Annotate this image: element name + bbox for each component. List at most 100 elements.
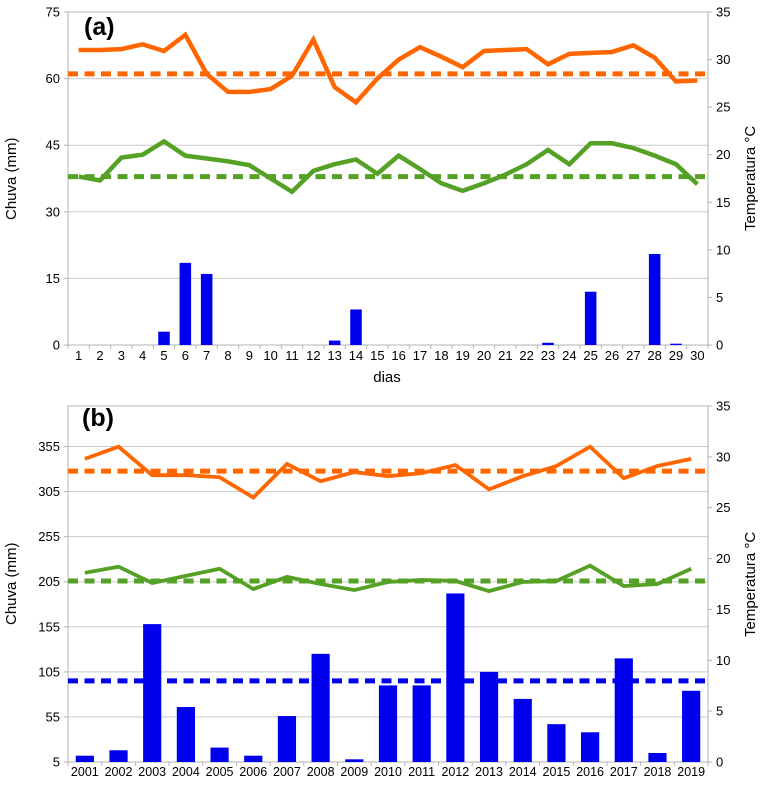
right-tick-label: 0 bbox=[716, 338, 723, 353]
x-tick-label: 17 bbox=[413, 348, 427, 363]
bar-2005 bbox=[210, 747, 229, 762]
right-tick-label: 30 bbox=[716, 449, 730, 464]
x-tick-label: 11 bbox=[285, 348, 299, 363]
bar-2004 bbox=[176, 707, 195, 762]
left-tick-label: 0 bbox=[53, 338, 60, 353]
panel-label-a: (a) bbox=[84, 13, 115, 41]
x-tick-label: 2008 bbox=[307, 765, 335, 779]
right-tick-label: 5 bbox=[716, 704, 723, 719]
x-tick-label: 5 bbox=[160, 348, 167, 363]
x-tick-label: 28 bbox=[647, 348, 661, 363]
bar-2003 bbox=[143, 624, 162, 762]
left-tick-label: 305 bbox=[38, 484, 60, 499]
right-tick-label: 30 bbox=[716, 52, 730, 67]
x-tick-label: 27 bbox=[626, 348, 640, 363]
bar-2008 bbox=[311, 653, 330, 762]
x-tick-label: 29 bbox=[669, 348, 683, 363]
x-tick-label: 30 bbox=[690, 348, 704, 363]
x-tick-label: 4 bbox=[139, 348, 146, 363]
x-tick-label: 16 bbox=[391, 348, 405, 363]
bar-2018 bbox=[648, 752, 667, 762]
x-tick-label: 1 bbox=[75, 348, 82, 363]
x-tick-label: 7 bbox=[203, 348, 210, 363]
x-tick-label: 20 bbox=[477, 348, 491, 363]
x-tick-label: 9 bbox=[246, 348, 253, 363]
x-tick-label: 22 bbox=[519, 348, 533, 363]
x-tick-label: 15 bbox=[370, 348, 384, 363]
line-temperatura-minima bbox=[84, 563, 692, 594]
bar-2007 bbox=[277, 716, 297, 762]
left-tick-label: 5 bbox=[53, 755, 60, 770]
x-tick-label: 2010 bbox=[374, 765, 402, 779]
left-tick-label: 255 bbox=[38, 529, 60, 544]
bar-5 bbox=[158, 331, 170, 345]
right-tick-label: 15 bbox=[716, 602, 730, 617]
line-temperatura-maxima bbox=[78, 31, 698, 106]
left-tick-label: 205 bbox=[38, 574, 60, 589]
x-tick-label: 13 bbox=[327, 348, 341, 363]
chart-b-ylabel-right: Temperatura °C bbox=[742, 531, 759, 637]
left-tick-label: 105 bbox=[38, 664, 60, 679]
bar-2017 bbox=[614, 658, 633, 762]
x-tick-label: 2007 bbox=[273, 765, 301, 779]
line-temperatura-maxima bbox=[84, 444, 692, 500]
bar-14 bbox=[350, 309, 362, 345]
x-tick-label: 23 bbox=[541, 348, 555, 363]
left-tick-label: 45 bbox=[46, 138, 60, 153]
left-tick-label: 55 bbox=[46, 709, 60, 724]
x-tick-label: 26 bbox=[605, 348, 619, 363]
right-tick-label: 25 bbox=[716, 100, 730, 115]
x-tick-label: 2005 bbox=[206, 765, 234, 779]
x-tick-label: 2017 bbox=[610, 765, 638, 779]
line-temperatura-minima bbox=[78, 138, 699, 195]
bar-2015 bbox=[547, 724, 566, 762]
bar-2010 bbox=[378, 685, 398, 762]
x-tick-label: 12 bbox=[306, 348, 320, 363]
bar-2011 bbox=[412, 685, 431, 762]
x-tick-label: 2014 bbox=[509, 765, 537, 779]
x-tick-label: 24 bbox=[562, 348, 576, 363]
x-tick-label: 2011 bbox=[408, 765, 435, 779]
chart-a-ylabel-left: Chuva (mm) bbox=[3, 137, 20, 220]
bar-2019 bbox=[682, 690, 701, 762]
x-tick-label: 6 bbox=[182, 348, 189, 363]
x-tick-label: 2 bbox=[96, 348, 103, 363]
chart-a-ylabel-right: Temperatura °C bbox=[742, 125, 759, 232]
x-tick-label: 2006 bbox=[239, 765, 267, 779]
x-tick-label: 2013 bbox=[475, 765, 503, 779]
x-tick-label: 3 bbox=[118, 348, 125, 363]
right-tick-label: 0 bbox=[716, 755, 723, 770]
bar-2012 bbox=[446, 593, 465, 762]
x-tick-label: 2018 bbox=[644, 765, 672, 779]
x-tick-label: 2019 bbox=[677, 765, 705, 779]
x-tick-label: 18 bbox=[434, 348, 448, 363]
right-tick-label: 25 bbox=[716, 500, 730, 515]
right-tick-label: 10 bbox=[716, 653, 730, 668]
x-tick-label: 2009 bbox=[340, 765, 368, 779]
left-tick-label: 355 bbox=[38, 439, 60, 454]
left-tick-label: 30 bbox=[46, 204, 60, 219]
panel-label-b: (b) bbox=[82, 404, 114, 432]
bar-2016 bbox=[581, 732, 600, 762]
x-tick-label: 8 bbox=[224, 348, 231, 363]
x-tick-label: 2015 bbox=[543, 765, 571, 779]
left-tick-label: 75 bbox=[46, 5, 60, 20]
left-tick-label: 60 bbox=[46, 71, 60, 86]
bar-2002 bbox=[109, 750, 128, 762]
x-tick-label: 14 bbox=[349, 348, 363, 363]
x-tick-label: 21 bbox=[498, 348, 512, 363]
bar-6 bbox=[179, 262, 192, 345]
x-tick-label: 2002 bbox=[105, 765, 133, 779]
bar-2006 bbox=[244, 755, 263, 762]
x-tick-label: 10 bbox=[263, 348, 277, 363]
x-tick-label: 2012 bbox=[441, 765, 469, 779]
x-tick-label: 2016 bbox=[576, 765, 604, 779]
bar-13 bbox=[328, 340, 341, 345]
bar-2009 bbox=[345, 759, 364, 762]
right-tick-label: 5 bbox=[716, 290, 723, 305]
x-tick-label: 2001 bbox=[71, 765, 99, 779]
bar-2013 bbox=[479, 671, 499, 762]
chart-b-ylabel-left: Chuva (mm) bbox=[3, 542, 20, 626]
